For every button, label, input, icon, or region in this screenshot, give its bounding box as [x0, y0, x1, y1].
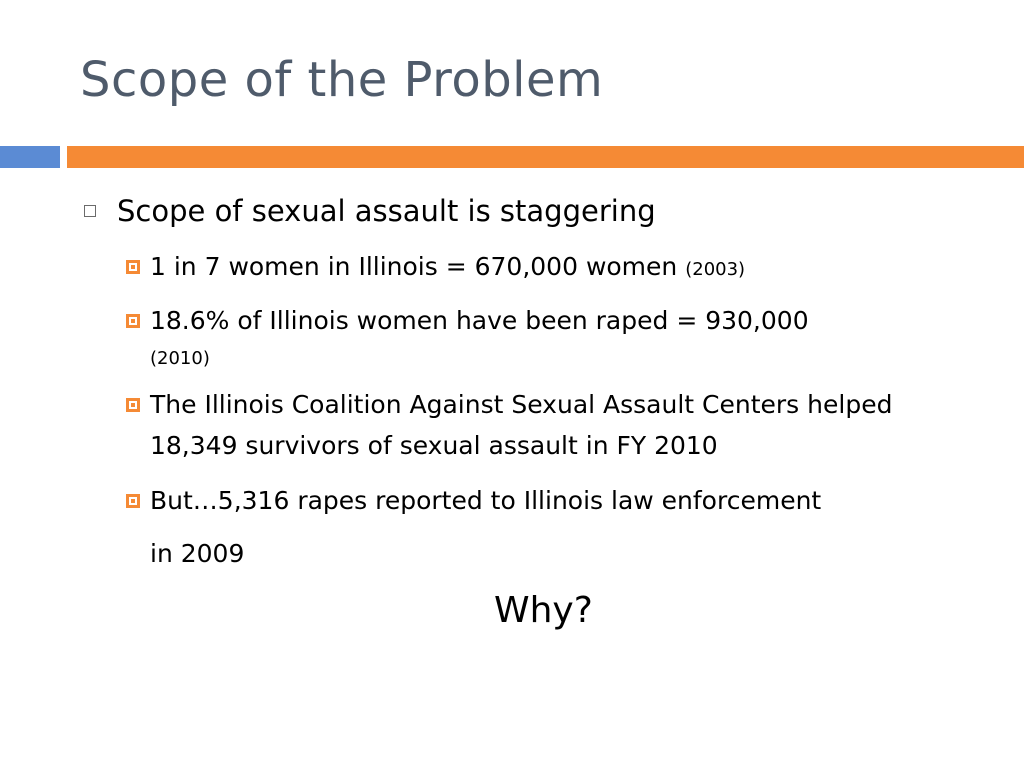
- sub-bullet-main-text: 18.6% of Illinois women have been raped …: [150, 306, 809, 335]
- orange-square-bullet-icon: [126, 398, 140, 412]
- sub-bullet-note: (2010): [150, 348, 210, 369]
- sub-bullet-text: 18.6% of Illinois women have been raped …: [150, 300, 970, 385]
- bullet-level1-text: Scope of sexual assault is staggering: [117, 194, 656, 228]
- sub-bullet-main-text: 1 in 7 women in Illinois = 670,000 women: [150, 252, 678, 281]
- orange-square-bullet-icon: [126, 314, 140, 328]
- sub-bullet-line2: in 2009: [150, 539, 245, 568]
- orange-square-bullet-icon: [126, 260, 140, 274]
- orange-square-bullet-icon: [126, 494, 140, 508]
- closing-question: Why?: [494, 590, 593, 631]
- slide-title: Scope of the Problem: [80, 52, 604, 108]
- sub-bullet-note: (2003): [685, 259, 746, 280]
- hollow-square-bullet-icon: [84, 205, 96, 217]
- sub-bullet-line1: But…5,316 rapes reported to Illinois law…: [150, 486, 822, 515]
- sub-bullet-text: The Illinois Coalition Against Sexual As…: [150, 390, 893, 460]
- accent-bar-main: [67, 146, 1024, 168]
- accent-bar-left: [0, 146, 60, 168]
- sub-bullet-text: But…5,316 rapes reported to Illinois law…: [150, 480, 970, 568]
- sub-bullet-text: 1 in 7 women in Illinois = 670,000 women…: [150, 246, 970, 290]
